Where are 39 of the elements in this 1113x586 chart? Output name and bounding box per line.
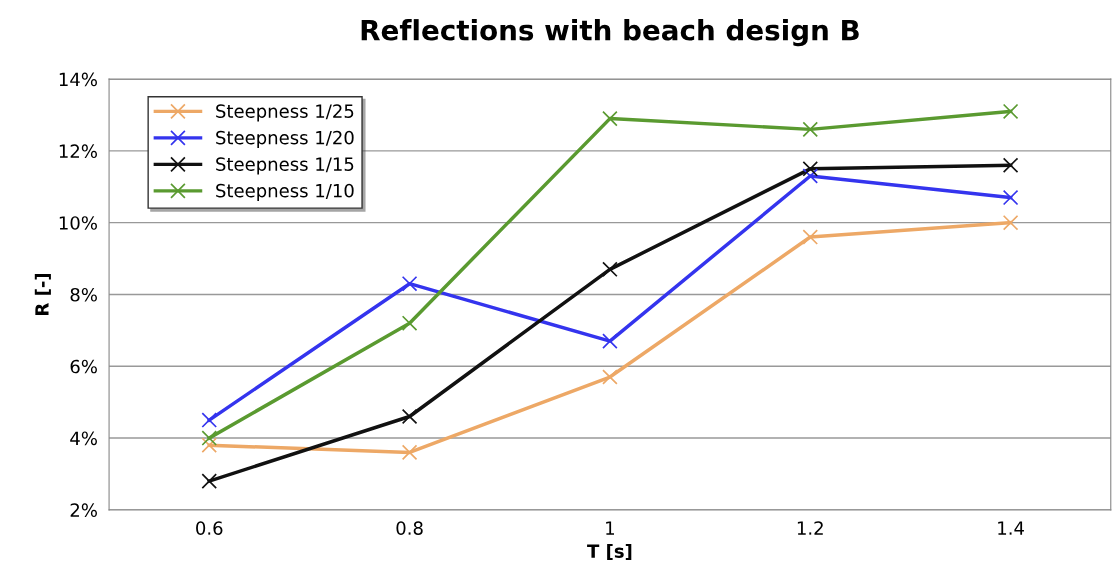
point — [201, 430, 218, 446]
point — [602, 110, 618, 127]
point — [802, 161, 819, 177]
x-tick-label: 1 — [606, 521, 614, 535]
point — [802, 168, 819, 184]
legend-label: Steepness 1/15 — [216, 157, 354, 175]
x-tick-label: 1.4 — [998, 521, 1024, 535]
y-tick-label: 6% — [70, 359, 97, 374]
point — [802, 121, 819, 138]
point — [401, 275, 418, 292]
chart-title: Reflections with beach design B — [361, 19, 859, 47]
point — [401, 444, 418, 461]
point — [401, 408, 418, 425]
x-tick-label: 0.8 — [396, 521, 423, 535]
x-tick-label: 1.2 — [797, 521, 823, 535]
x-tick-label: 0.6 — [196, 521, 223, 535]
point — [602, 333, 618, 349]
point — [201, 437, 218, 453]
legend-label: Steepness 1/25 — [216, 104, 354, 122]
point — [1002, 157, 1019, 174]
point — [201, 473, 218, 489]
y-tick-label: 8% — [70, 287, 97, 302]
y-tick-label: 4% — [70, 431, 97, 446]
point — [802, 229, 819, 245]
point — [602, 261, 618, 278]
point — [401, 315, 418, 331]
point — [1002, 214, 1019, 231]
legend-label: Steepness 1/10 — [216, 183, 354, 201]
point — [201, 412, 218, 428]
y-tick-label: 10% — [59, 216, 97, 230]
y-tick-label: 2% — [70, 503, 97, 517]
point — [1002, 189, 1019, 206]
y-tick-label: 12% — [59, 144, 97, 159]
legend-label: Steepness 1/20 — [216, 130, 354, 148]
point — [1002, 103, 1019, 120]
x-axis-title: T [s] — [587, 543, 632, 561]
point — [602, 369, 618, 385]
y-axis-title: R [-] — [34, 273, 51, 315]
y-tick-label: 14% — [59, 72, 97, 87]
